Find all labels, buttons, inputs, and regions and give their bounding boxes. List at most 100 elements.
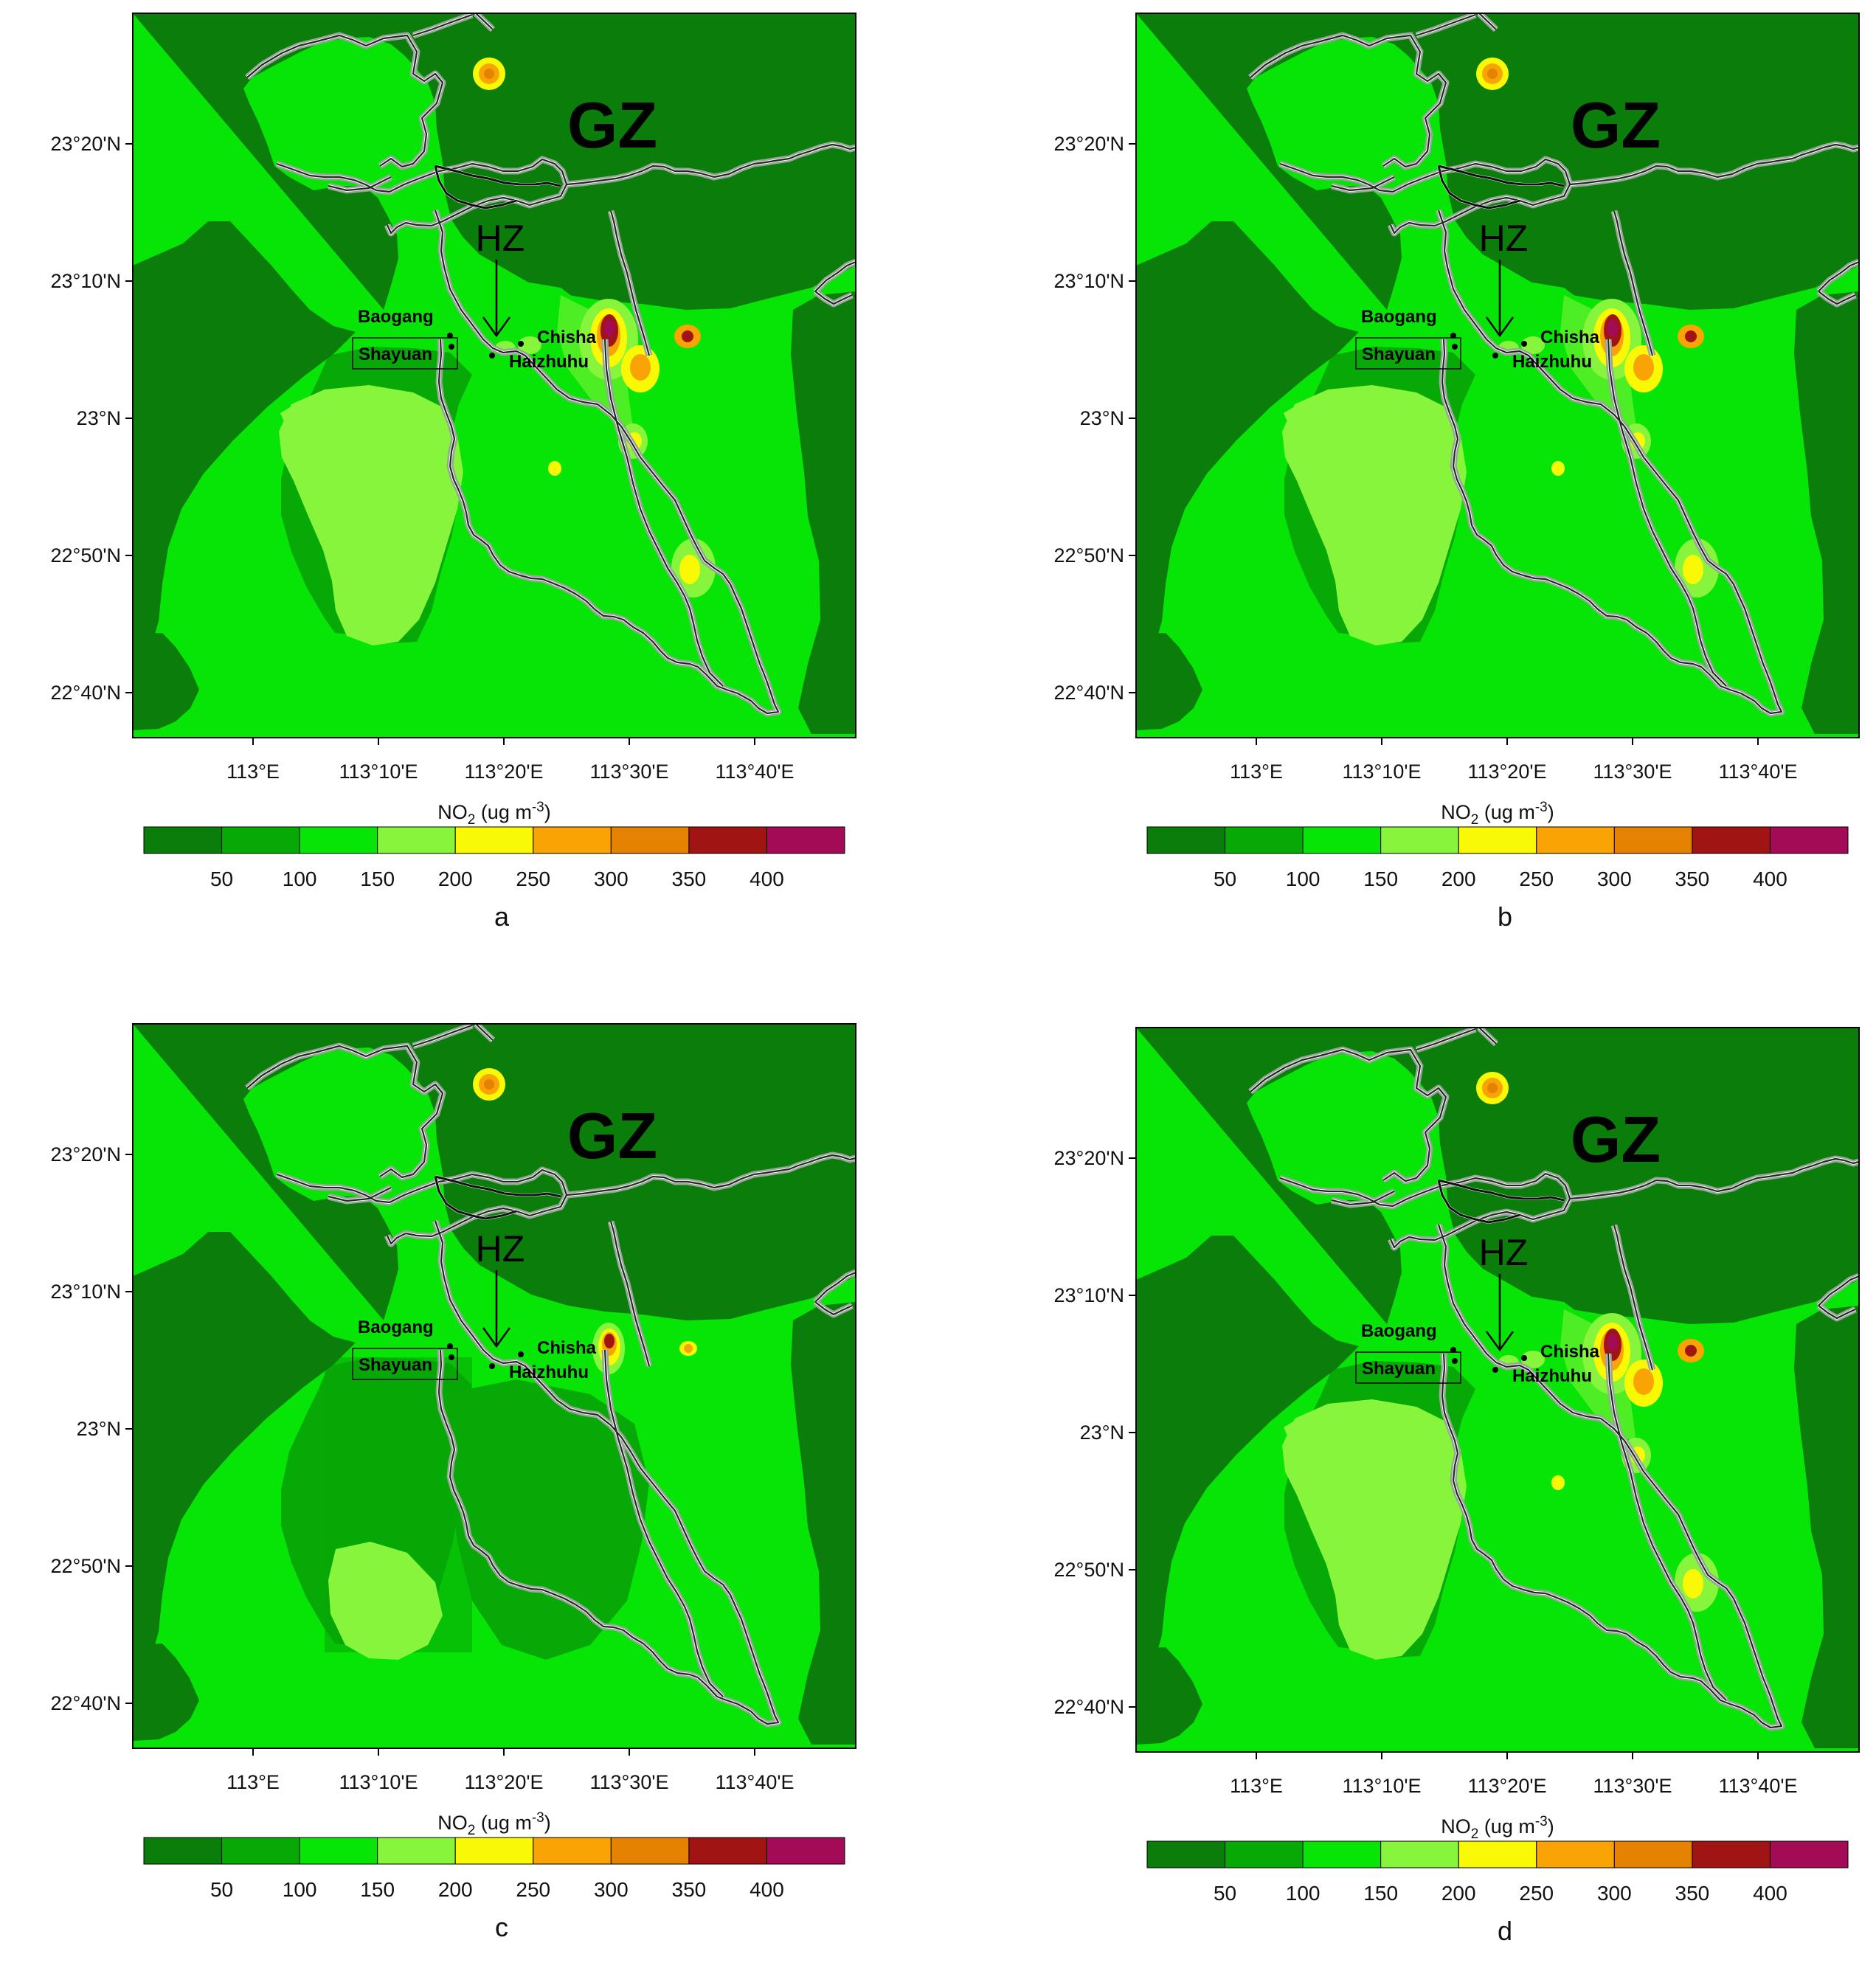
map-figure: 23°20'N 23°10'N 23°N 22°50'N 22°40'N 113°E 113… [50, 13, 856, 932]
latitude-tick-label: 23°20'N [50, 1143, 121, 1166]
colorbar-swatch [688, 1837, 767, 1865]
map-panel-a: 23°20'N 23°10'N 23°N 22°50'N 22°40'N 113°E 113… [0, 0, 937, 974]
district-label: HZ [1479, 1232, 1529, 1273]
low-concentration-zone [133, 1024, 856, 1320]
panel-letter: b [1498, 901, 1512, 932]
colorbar-swatch [1769, 1840, 1849, 1868]
low-concentration-zone [133, 633, 199, 730]
colorbar-tick-label: 200 [1441, 1882, 1476, 1905]
colorbar-swatch [454, 1837, 534, 1865]
colorbar-swatch [1302, 826, 1382, 854]
low-concentration-zone [1136, 1028, 1859, 1324]
map-frame [132, 13, 856, 738]
longitude-tick-label: 113°E [1230, 1775, 1283, 1797]
site-label-shayuan: Shayuan [359, 344, 432, 364]
latitude-tick-label: 23°20'N [1053, 133, 1124, 155]
hotspot [1633, 1368, 1654, 1395]
site-box [1355, 1351, 1461, 1384]
low-concentration-zone [133, 1232, 356, 1654]
region-label: GZ [567, 1099, 657, 1172]
colorbar-title: NO2 (ug m-3) [1441, 800, 1554, 828]
latitude-tick-label: 23°N [1080, 1421, 1124, 1444]
longitude-tick-label: 113°20'E [1467, 761, 1546, 783]
concentration-field [1136, 1028, 1859, 1752]
low-concentration-zone [1136, 13, 1859, 310]
colorbar-tick-label: 250 [516, 867, 550, 890]
latitude-tick-label: 23°20'N [50, 133, 121, 155]
site-label-chisha: Chisha [537, 328, 597, 347]
site-label-haizhuhu: Haizhuhu [1512, 352, 1592, 372]
elevated-zone [1282, 1399, 1467, 1660]
concentration-field [133, 13, 856, 738]
elevated-zone [1282, 385, 1467, 645]
colorbar-tick-label: 350 [672, 867, 707, 890]
colorbar-tick-label: 50 [1214, 1882, 1236, 1905]
colorbar-tick-label: 400 [1753, 867, 1787, 890]
low-concentration-zone [1136, 1236, 1359, 1658]
colorbar-swatch [1769, 826, 1849, 854]
hotspot [1685, 330, 1697, 342]
colorbar-swatch [1536, 1840, 1615, 1868]
latitude-tick-label: 22°50'N [1053, 1559, 1124, 1581]
site-label-baogang: Baogang [1361, 1321, 1437, 1341]
low-concentration-zone [1136, 1647, 1202, 1745]
colorbar-tick-label: 250 [1519, 1882, 1554, 1905]
district-boundary [1250, 13, 1859, 715]
site-marker [1452, 1358, 1458, 1364]
site-marker [449, 1354, 454, 1360]
colorbar-swatch [1458, 1840, 1537, 1868]
concentration-field [1136, 13, 1859, 738]
latitude-tick-label: 22°50'N [50, 544, 121, 567]
latitude-tick-label: 22°40'N [50, 1692, 121, 1714]
latitude-tick-label: 22°50'N [1053, 544, 1124, 567]
longitude-tick-label: 113°20'E [464, 1771, 543, 1793]
site-label-chisha: Chisha [1540, 1342, 1600, 1362]
colorbar-tick-label: 100 [283, 1878, 317, 1901]
longitude-tick-label: 113°30'E [1593, 1775, 1672, 1797]
district-label: HZ [1479, 218, 1529, 259]
hotspot [484, 69, 494, 79]
site-marker [1521, 1355, 1527, 1361]
colorbar-tick-label: 150 [360, 867, 395, 890]
colorbar-swatch [1613, 1840, 1693, 1868]
site-label-chisha: Chisha [1540, 328, 1600, 347]
colorbar-tick-label: 50 [1214, 867, 1236, 890]
colorbar-tick-label: 200 [438, 1878, 473, 1901]
colorbar-swatch [377, 1837, 456, 1865]
colorbar-tick-label: 350 [1675, 867, 1710, 890]
district-label: HZ [476, 218, 525, 259]
low-concentration-zone [1794, 1306, 1859, 1748]
colorbar-swatch [1458, 826, 1537, 854]
low-concentration-zone [791, 291, 856, 734]
site-label-shayuan: Shayuan [1362, 1359, 1436, 1379]
hotspot [1551, 1475, 1565, 1490]
hotspot [1521, 1351, 1545, 1368]
low-concentration-zone [133, 13, 856, 310]
colorbar-swatch [299, 1837, 378, 1865]
colorbar-swatch [1146, 1840, 1226, 1868]
colorbar-tick-label: 100 [1286, 867, 1321, 890]
site-marker [518, 1351, 524, 1357]
low-concentration-zone [1136, 633, 1202, 730]
colorbar-swatch [299, 826, 378, 854]
colorbar-tick-label: 300 [594, 867, 629, 890]
latitude-tick-label: 23°10'N [50, 270, 121, 292]
longitude-tick-label: 113°40'E [715, 761, 794, 783]
colorbar-swatch [533, 826, 612, 854]
colorbar-swatch [221, 826, 300, 854]
low-concentration-zone [133, 221, 356, 643]
longitude-tick-label: 113°30'E [589, 1771, 668, 1793]
site-label-shayuan: Shayuan [1362, 344, 1436, 364]
low-concentration-zone [1794, 291, 1859, 734]
map-frame [132, 1023, 856, 1749]
hotspot [630, 354, 651, 381]
site-marker [449, 344, 454, 350]
latitude-tick-label: 23°N [77, 1418, 121, 1440]
map-figure: 23°20'N 23°10'N 23°N 22°50'N 22°40'N 113°E 113… [50, 1023, 856, 1942]
hotspot [518, 336, 541, 354]
elevated-zone [279, 385, 463, 645]
colorbar-swatch [1380, 826, 1459, 854]
colorbar-swatch [1692, 826, 1771, 854]
longitude-tick-label: 113°20'E [1467, 1775, 1546, 1797]
colorbar-swatch [1613, 826, 1693, 854]
